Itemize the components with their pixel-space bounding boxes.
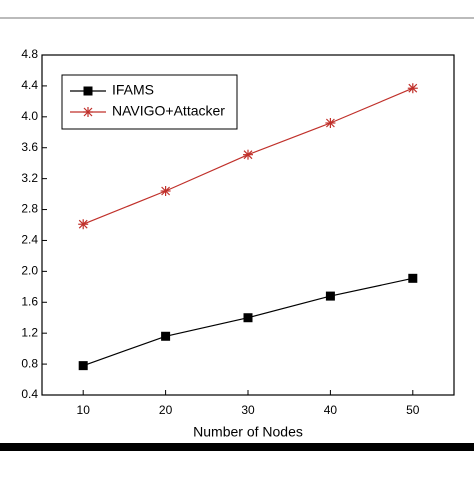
legend-marker-stroke — [83, 107, 93, 117]
y-tick-label: 1.2 — [21, 325, 38, 339]
legend-box — [61, 74, 238, 130]
marker — [407, 83, 418, 94]
x-tick-label: 40 — [324, 403, 338, 417]
x-tick-label: 20 — [159, 403, 173, 417]
y-tick-label: 4.8 — [21, 47, 38, 61]
marker — [78, 361, 88, 371]
y-tick-label: 0.8 — [21, 356, 38, 370]
x-tick-label: 30 — [241, 403, 255, 417]
y-tick-label: 2.8 — [21, 202, 38, 216]
y-tick-label: 4.0 — [21, 109, 38, 123]
marker — [325, 291, 335, 301]
y-tick-label: 2.0 — [21, 264, 38, 278]
legend-marker — [83, 86, 93, 96]
legend-label: IFAMS — [112, 82, 154, 98]
marker-stroke — [408, 83, 418, 93]
legend-label: NAVIGO+Attacker — [112, 103, 225, 119]
y-tick-label: 1.6 — [21, 294, 38, 308]
x-axis-label: Number of Nodes — [193, 424, 303, 440]
marker-stroke — [161, 186, 171, 196]
marker — [160, 186, 171, 196]
bottom-bar — [0, 443, 474, 451]
marker — [408, 273, 418, 283]
marker — [243, 149, 253, 160]
y-tick-label: 3.2 — [21, 171, 38, 185]
x-tick-label: 50 — [406, 403, 420, 417]
y-tick-label: 3.6 — [21, 140, 38, 154]
marker-stroke — [243, 150, 253, 160]
y-tick-label: 0.4 — [21, 387, 38, 401]
marker-stroke — [78, 219, 88, 229]
y-tick-label: 2.4 — [21, 233, 38, 247]
marker — [243, 313, 253, 323]
marker — [78, 219, 89, 230]
marker-stroke — [325, 118, 335, 128]
y-tick-label: 4.4 — [21, 78, 38, 92]
x-tick-label: 10 — [77, 403, 91, 417]
marker — [325, 118, 336, 128]
marker — [161, 331, 171, 341]
legend-marker — [83, 107, 93, 117]
